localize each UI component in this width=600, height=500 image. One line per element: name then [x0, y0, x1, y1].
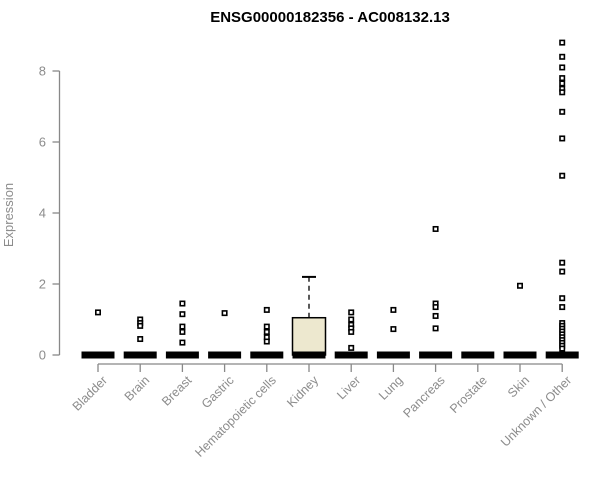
outlier-point	[559, 259, 566, 266]
outlier-point	[179, 300, 186, 307]
outlier-point	[179, 311, 186, 318]
outlier-point	[559, 295, 566, 302]
outlier-point	[179, 323, 186, 330]
median-bar	[81, 351, 115, 359]
x-tick-label: Pancreas	[400, 373, 447, 420]
axes: 0 2 4 6 8 Bladder Brain Breast GastricHematopoie…	[39, 64, 575, 460]
outlier-point	[559, 304, 566, 311]
chart-title: ENSG00000182356 - AC008132.13	[210, 9, 450, 26]
outlier-point	[179, 339, 186, 346]
boxplot-group	[376, 306, 410, 359]
outlier-point	[390, 306, 397, 313]
outlier-point	[559, 89, 566, 96]
x-tick-label: Skin	[505, 373, 532, 400]
x-tick-label: Breast	[159, 373, 195, 409]
box	[291, 316, 327, 356]
y-axis-title: Expression	[1, 183, 16, 247]
y-tick-label: 0	[39, 348, 46, 363]
x-tick-label: Brain	[122, 373, 153, 404]
x-tick-label: Lung	[376, 373, 406, 403]
boxplot-group	[334, 309, 368, 359]
outlier-point	[137, 336, 144, 343]
median-bar	[123, 351, 157, 359]
x-tick-label: Kidney	[284, 373, 321, 410]
outlier-point	[559, 108, 566, 115]
x-tick-label: Prostate	[447, 373, 490, 416]
outlier-point	[348, 344, 355, 351]
boxplot-group	[208, 310, 242, 359]
outlier-point	[390, 326, 397, 333]
boxplot-group	[291, 275, 327, 359]
median-bar	[208, 351, 242, 359]
median-bar	[545, 351, 579, 359]
outlier-point	[516, 282, 523, 289]
outlier-point	[559, 135, 566, 142]
median-bar	[292, 351, 326, 359]
x-tick-label: Bladder	[70, 373, 110, 413]
boxplot-group	[419, 225, 453, 359]
median-bar	[376, 351, 410, 359]
median-bar	[503, 351, 537, 359]
outlier-point	[559, 53, 566, 60]
median-bar	[461, 351, 495, 359]
boxplot-group	[81, 309, 115, 359]
median-bar	[334, 351, 368, 359]
median-bar	[165, 351, 199, 359]
outlier-point	[432, 325, 439, 332]
y-tick-label: 2	[39, 277, 46, 292]
outlier-point	[559, 345, 566, 352]
outlier-point	[559, 75, 566, 82]
plot-area	[81, 39, 579, 359]
outlier-point	[348, 316, 355, 323]
x-tick-label: Liver	[334, 373, 363, 402]
boxplot-group	[545, 39, 579, 359]
outlier-point	[95, 309, 102, 316]
outlier-point	[432, 304, 439, 311]
median-bar	[419, 351, 453, 359]
boxplot-group	[250, 306, 284, 359]
y-tick-label: 4	[39, 206, 46, 221]
outlier-point	[559, 172, 566, 179]
outlier-point	[559, 39, 566, 46]
median-bar	[250, 351, 284, 359]
boxplot-group	[123, 316, 157, 359]
outlier-point	[179, 328, 186, 335]
y-tick-label: 8	[39, 64, 46, 79]
outlier-point	[263, 323, 270, 330]
outlier-point	[221, 310, 228, 317]
outlier-point	[348, 328, 355, 335]
x-tick-label: Gastric	[199, 373, 237, 411]
outlier-point	[263, 328, 270, 335]
outlier-point	[432, 225, 439, 232]
outlier-point	[348, 309, 355, 316]
outlier-point	[137, 322, 144, 329]
y-tick-label: 6	[39, 135, 46, 150]
outlier-point	[559, 268, 566, 275]
outlier-point	[263, 338, 270, 345]
outlier-point	[263, 306, 270, 313]
outlier-point	[559, 64, 566, 71]
boxplot-group	[503, 282, 537, 359]
outlier-point	[559, 80, 566, 87]
boxplot-group	[461, 351, 495, 359]
x-tick-label: Hematopoietic cells	[192, 373, 279, 460]
outlier-point	[432, 312, 439, 319]
boxplot-group	[165, 300, 199, 359]
